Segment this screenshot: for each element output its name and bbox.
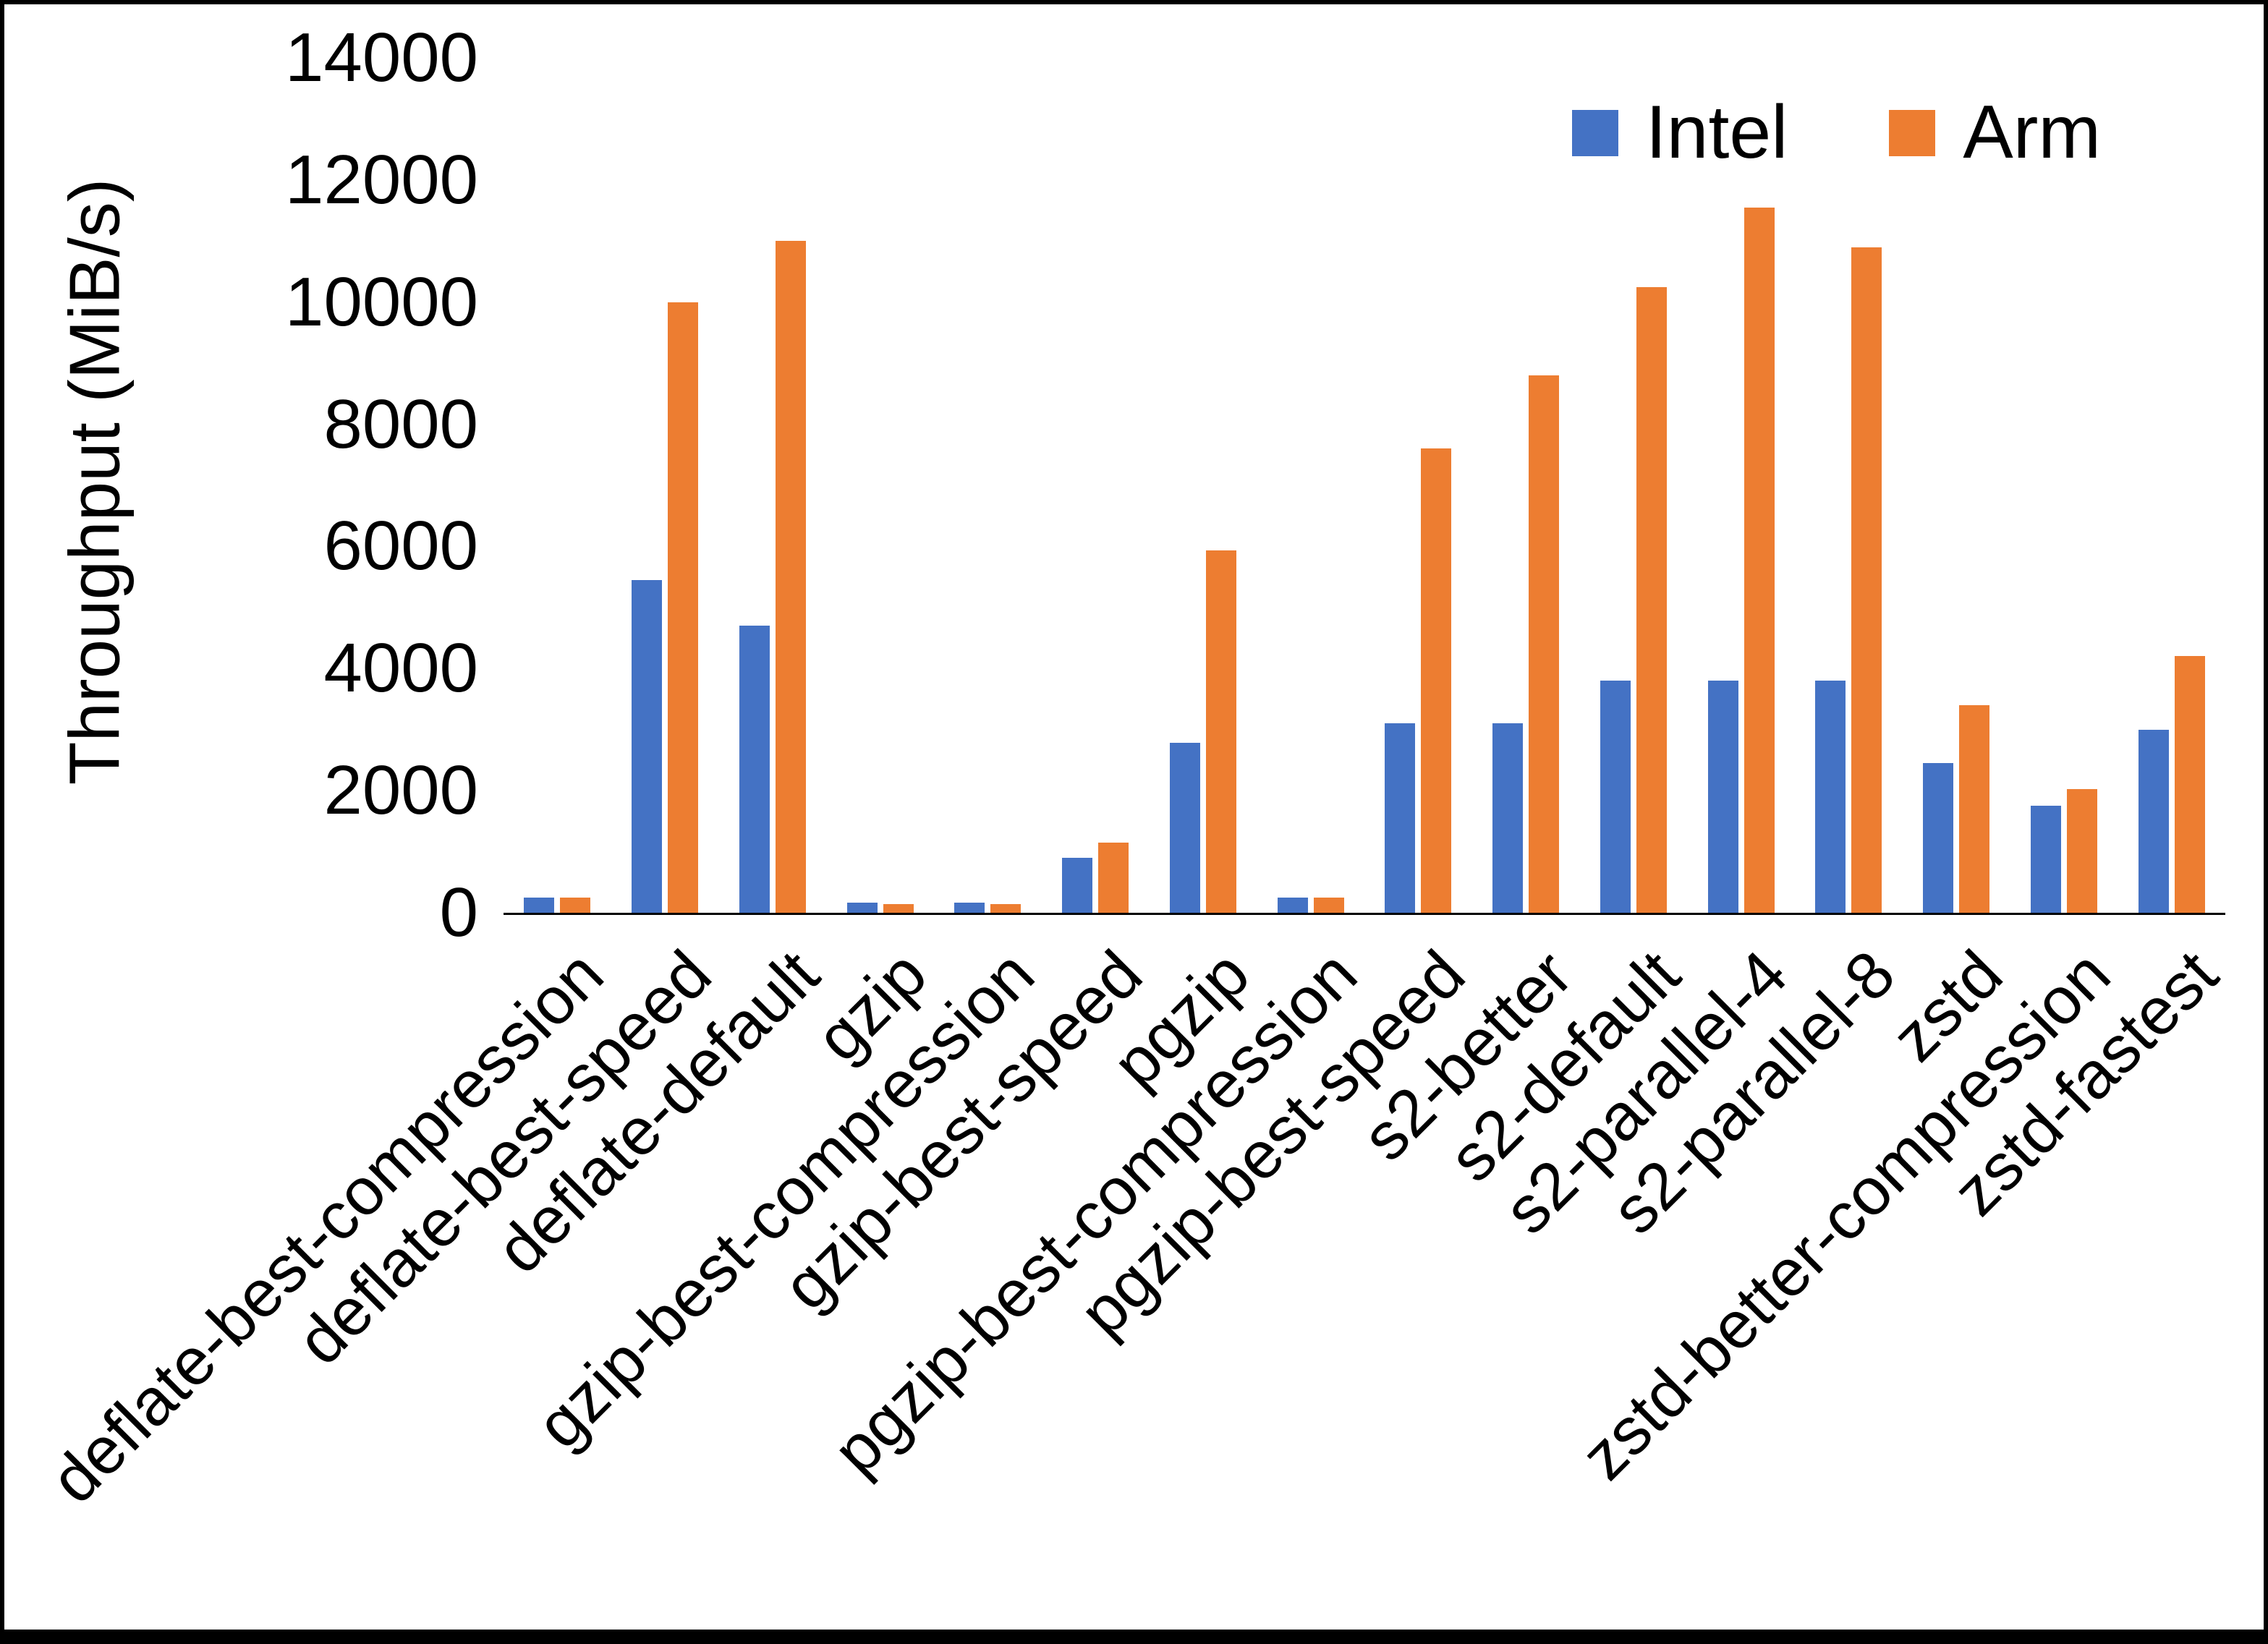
legend: Intel Arm (1571, 90, 2101, 176)
bar-arm-gzip-best-compression (990, 904, 1022, 913)
bar-arm-s2-better (1529, 375, 1560, 913)
y-axis-tick-label: 4000 (323, 629, 478, 707)
bar-intel-deflate-best-speed (632, 579, 663, 913)
legend-item-arm: Arm (1889, 90, 2101, 176)
bar-intel-pgzip-best-speed (1385, 723, 1416, 913)
bar-arm-gzip (883, 904, 914, 913)
bar-arm-deflate-default (775, 241, 806, 913)
y-axis-tick-label: 0 (439, 874, 478, 951)
legend-label-arm: Arm (1963, 90, 2101, 174)
x-axis-line (504, 913, 2225, 915)
bar-arm-s2-default (1636, 286, 1667, 913)
bar-intel-zstd-fastest (2138, 729, 2169, 913)
y-axis-tick-label: 6000 (323, 507, 478, 585)
bar-intel-gzip (846, 903, 878, 913)
legend-item-intel: Intel (1571, 90, 1788, 176)
bar-intel-gzip-best-compression (954, 903, 985, 913)
y-axis-tick-label: 14000 (285, 19, 478, 96)
bar-arm-s2-parallel-4 (1744, 207, 1775, 913)
bar-arm-gzip-best-speed (1098, 842, 1129, 913)
bar-intel-s2-parallel-8 (1815, 681, 1846, 913)
bar-intel-s2-parallel-4 (1707, 681, 1738, 913)
bar-arm-pgzip (1205, 550, 1236, 913)
bar-arm-zstd (1959, 704, 1990, 913)
bar-intel-gzip-best-speed (1062, 858, 1093, 913)
bar-intel-deflate-default (739, 626, 770, 913)
bar-arm-deflate-best-speed (668, 302, 699, 913)
y-axis-tick-label: 10000 (285, 263, 478, 341)
bar-arm-zstd-better-compression (2066, 789, 2097, 913)
y-axis-tick-label: 2000 (323, 751, 478, 830)
bar-arm-pgzip-best-speed (1421, 448, 1452, 913)
bar-intel-pgzip (1169, 743, 1200, 913)
bar-intel-s2-default (1600, 681, 1631, 913)
bar-arm-zstd-fastest (2174, 656, 2205, 913)
y-axis-tick-label: 8000 (323, 385, 478, 463)
bar-intel-s2-better (1492, 723, 1524, 913)
bar-intel-zstd (1923, 763, 1954, 913)
bar-intel-pgzip-best-compression (1277, 897, 1308, 913)
bar-arm-pgzip-best-compression (1313, 897, 1344, 913)
legend-swatch-arm-icon (1889, 109, 1936, 156)
legend-swatch-intel-icon (1571, 109, 1618, 156)
bar-intel-deflate-best-compression (524, 897, 555, 913)
bar-arm-deflate-best-compression (560, 897, 591, 913)
bar-arm-s2-parallel-8 (1851, 247, 1882, 913)
legend-label-intel: Intel (1645, 90, 1788, 174)
bar-intel-zstd-better-compression (2030, 806, 2061, 913)
y-axis-tick-label: 12000 (285, 140, 478, 218)
